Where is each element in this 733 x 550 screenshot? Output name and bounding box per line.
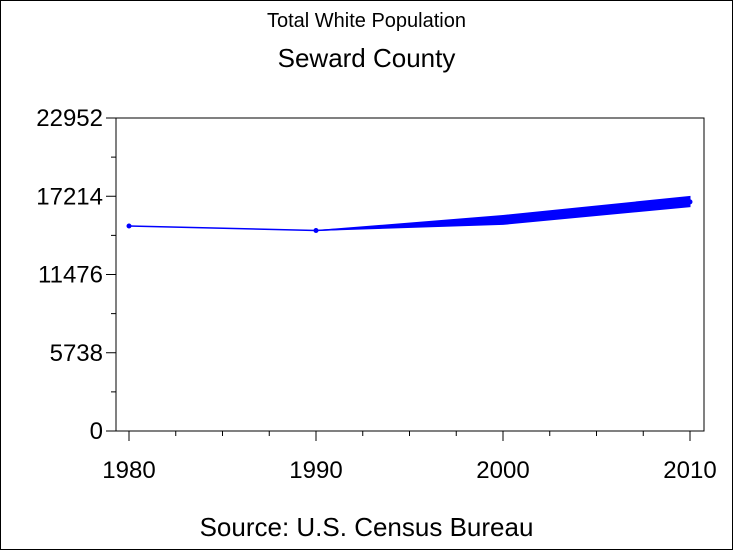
plot-area xyxy=(115,117,705,432)
x-tick-label: 2010 xyxy=(663,457,716,484)
y-tick-label: 22952 xyxy=(36,105,103,132)
y-tick-label: 11476 xyxy=(38,262,103,289)
series-line xyxy=(128,201,691,232)
y-tick-label: 17214 xyxy=(36,183,103,210)
data-point xyxy=(687,199,693,205)
x-axis: 1980 1990 2000 2010 xyxy=(102,431,717,484)
y-axis: 0 5738 11476 17214 22952 xyxy=(36,105,116,445)
data-point xyxy=(313,228,319,234)
x-tick-label: 1980 xyxy=(102,457,155,484)
source-note: Source: U.S. Census Bureau xyxy=(199,512,534,542)
x-tick-label: 2000 xyxy=(476,457,529,484)
y-tick-label: 0 xyxy=(90,418,103,445)
data-point xyxy=(126,223,132,229)
y-tick-label: 5738 xyxy=(50,340,103,367)
x-tick-label: 1990 xyxy=(289,457,342,484)
data-point xyxy=(500,217,506,223)
chart-title: Total White Population xyxy=(266,10,466,32)
series-layer xyxy=(126,195,693,234)
chart-subtitle: Seward County xyxy=(277,43,456,73)
projection-band xyxy=(315,195,691,232)
